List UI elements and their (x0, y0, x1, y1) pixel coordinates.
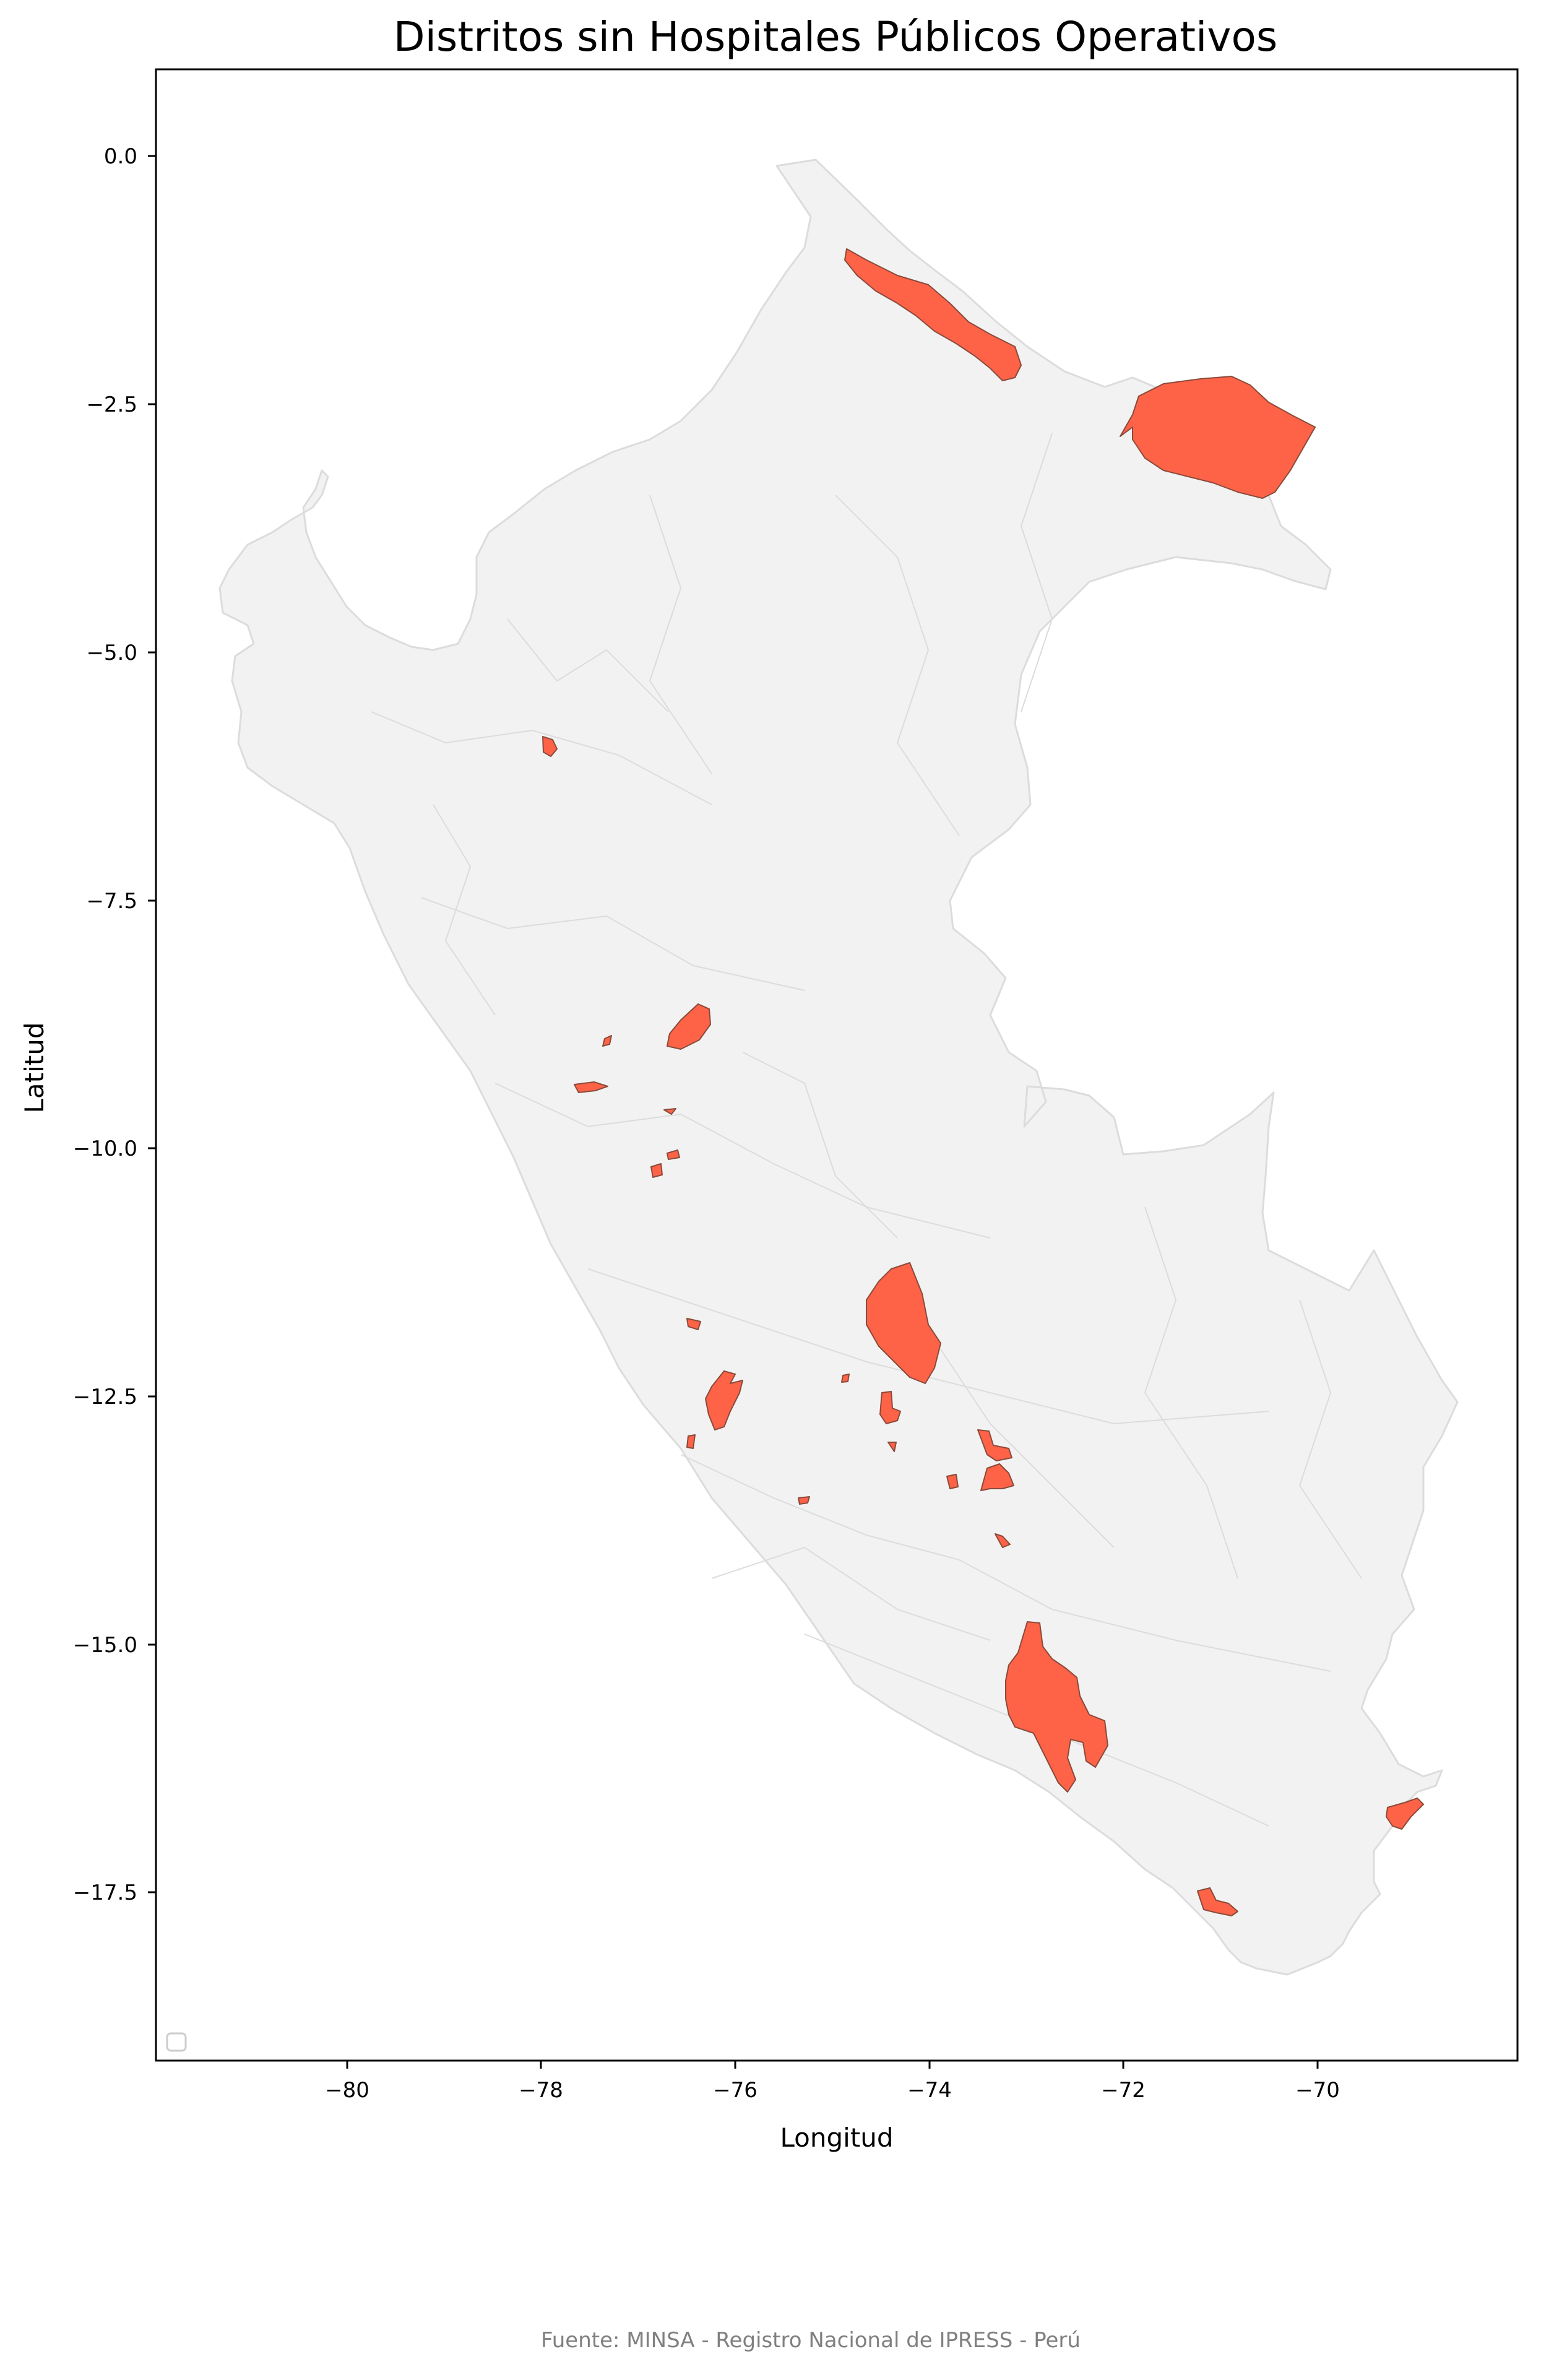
border-line (742, 1052, 898, 1239)
border-line (649, 495, 712, 774)
district-northeast-loreto-block (1120, 376, 1316, 499)
district-huanuco-north (667, 1003, 711, 1050)
y-axis (148, 155, 156, 1893)
district-lima-coast-small (686, 1318, 701, 1330)
district-huancavelica-1 (879, 1391, 901, 1424)
x-axis (346, 2061, 1319, 2069)
border-line (680, 1454, 1331, 1672)
map-plot-area (155, 68, 1519, 2062)
legend-box (166, 2032, 187, 2052)
district-northern-loreto-strip (844, 248, 1022, 381)
border-line (1020, 433, 1053, 712)
border-line (1298, 1299, 1362, 1579)
border-line (835, 495, 960, 836)
border-line (494, 1083, 991, 1239)
district-ancash-west (574, 1081, 608, 1093)
district-ancash-small (602, 1035, 612, 1047)
district-junin-central (866, 1262, 941, 1384)
border-line (587, 1268, 1269, 1425)
district-huancavelica-2 (887, 1442, 897, 1452)
border-line (420, 897, 805, 991)
district-junin-small (841, 1374, 850, 1383)
border-line (1144, 1206, 1238, 1579)
x-tick-labels: −80 −78 −76 −74 −72 −70 (325, 2078, 1340, 2103)
y-tick-labels: 0.0 −2.5 −5.0 −7.5 −10.0 −12.5 −15.0 −17… (73, 144, 137, 1905)
district-ayacucho-north (977, 1429, 1012, 1461)
y-tick-label: 0.0 (104, 144, 137, 169)
border-line (711, 1546, 991, 1641)
border-line (507, 618, 669, 712)
district-tacna-small (1197, 1887, 1238, 1916)
y-tick-label: −5.0 (86, 641, 137, 665)
district-huanuco-small-1 (663, 1108, 676, 1115)
peru-base-polygon (218, 158, 1459, 1976)
border-line (433, 804, 496, 1016)
x-tick-label: −78 (519, 2078, 563, 2103)
y-tick-label: −2.5 (86, 392, 137, 417)
x-tick-label: −76 (713, 2078, 758, 2103)
x-tick-label: −80 (325, 2078, 369, 2103)
x-tick-label: −74 (907, 2078, 952, 2103)
map-title: Distritos sin Hospitales Públicos Operat… (394, 13, 1277, 61)
district-lima-coast-south (686, 1434, 696, 1449)
x-axis-label: Longitud (780, 2123, 893, 2153)
x-tick-label: −72 (1101, 2078, 1146, 2103)
peru-country-shape (218, 158, 1459, 1976)
y-axis-label: Latitud (19, 1022, 50, 1113)
district-puno-south (1386, 1798, 1424, 1830)
district-huanuco-small-2 (667, 1149, 680, 1160)
district-apurimac-small (995, 1533, 1011, 1548)
y-tick-label: −15.0 (73, 1633, 137, 1658)
district-amazonas-small (542, 736, 558, 757)
highlighted-districts (542, 248, 1424, 1916)
x-tick-label: −70 (1295, 2078, 1340, 2103)
border-line (371, 711, 712, 805)
y-tick-label: −10.0 (73, 1136, 137, 1161)
district-ayacucho-small (946, 1474, 959, 1489)
y-tick-label: −7.5 (86, 889, 137, 914)
district-lima-south (705, 1370, 743, 1430)
source-note: Fuente: MINSA - Registro Nacional de IPR… (541, 2328, 1081, 2353)
y-tick-label: −17.5 (73, 1880, 137, 1905)
district-lima-north-small (650, 1163, 663, 1178)
district-arequipa-cluster (1005, 1621, 1108, 1793)
border-line (928, 1330, 1115, 1548)
y-tick-label: −12.5 (73, 1385, 137, 1409)
district-borders (371, 433, 1362, 1827)
district-ayacucho-center (980, 1463, 1014, 1491)
district-ica-small (798, 1496, 810, 1505)
